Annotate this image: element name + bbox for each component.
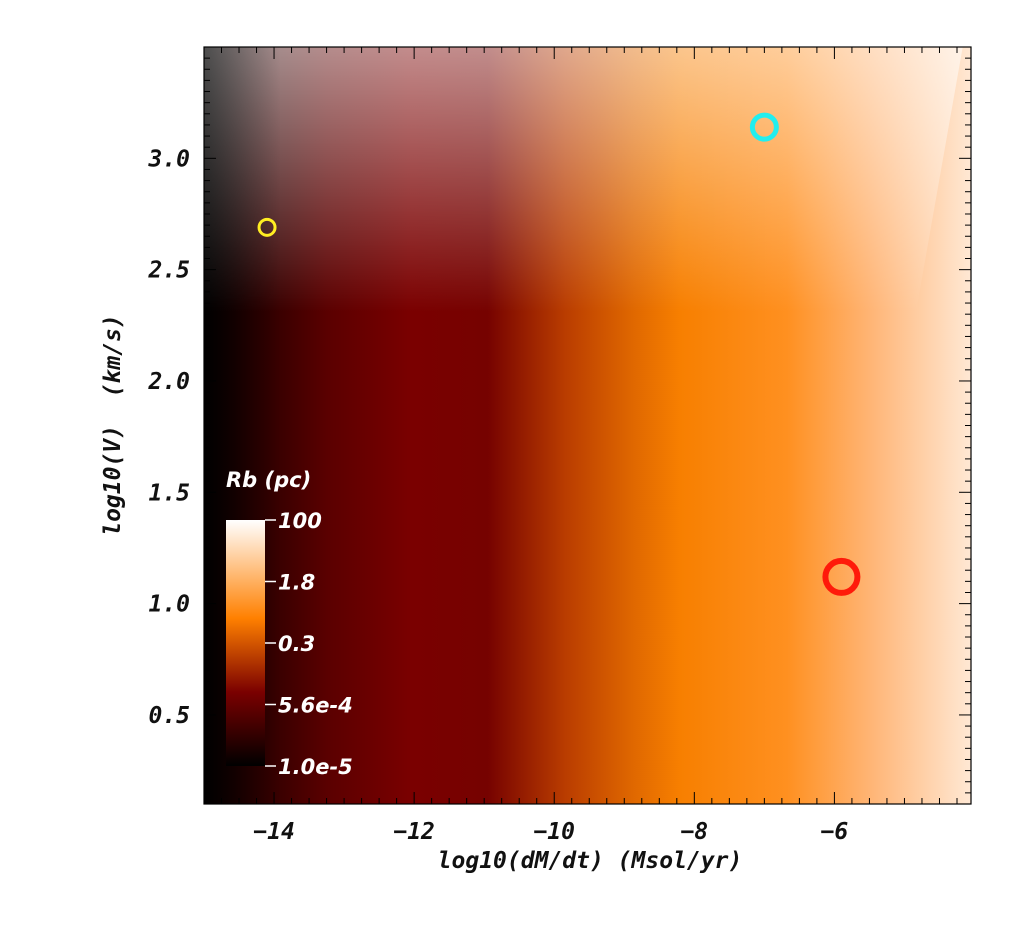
x-tick-label: −6 [821, 819, 849, 845]
y-tick-label: 0.5 [148, 703, 190, 729]
x-tick-label: −8 [680, 819, 708, 845]
colorbar-gradient [226, 520, 265, 766]
y-tick-labels: 0.5 1.0 1.5 2.0 2.5 3.0 [147, 146, 190, 729]
y-tick-label: 1.5 [148, 480, 190, 506]
plot-area [203, 46, 972, 805]
colorbar-tick-label: 1.8 [278, 571, 315, 595]
colorbar-tick-label: 5.6e-4 [278, 694, 353, 718]
y-tick-label: 2.5 [147, 258, 190, 284]
axis-ticks [203, 46, 971, 805]
x-tick-label: −14 [253, 819, 295, 845]
markers [257, 112, 861, 596]
y-tick-label: 1.0 [148, 592, 190, 618]
y-axis-label: log10(V) (km/s) [100, 314, 126, 536]
colorbar-title: Rb (pc) [226, 468, 311, 492]
colorbar-tick-label: 100 [278, 509, 322, 533]
colorbar-tick-label: 1.0e-5 [278, 755, 353, 779]
x-tick-labels: −14 −12 −10 −8 −6 [253, 819, 848, 845]
marker-red [822, 557, 861, 596]
marker-cyan [749, 112, 779, 142]
x-tick-label: −12 [393, 819, 435, 845]
heatmap-field-shade [204, 47, 971, 804]
y-tick-label: 2.0 [147, 369, 190, 395]
colorbar-ticks: 100 1.8 0.3 5.6e-4 1.0e-5 [265, 509, 353, 779]
colorbar: Rb (pc) 100 1.8 0.3 5.6e-4 1.0e-5 [226, 468, 353, 779]
marker-yellow [257, 217, 277, 237]
x-tick-label: −10 [533, 819, 575, 845]
x-axis-label: log10(dM/dt) (Msol/yr) [438, 848, 743, 874]
colorbar-tick-label: 0.3 [278, 632, 315, 656]
y-tick-label: 3.0 [147, 146, 190, 172]
